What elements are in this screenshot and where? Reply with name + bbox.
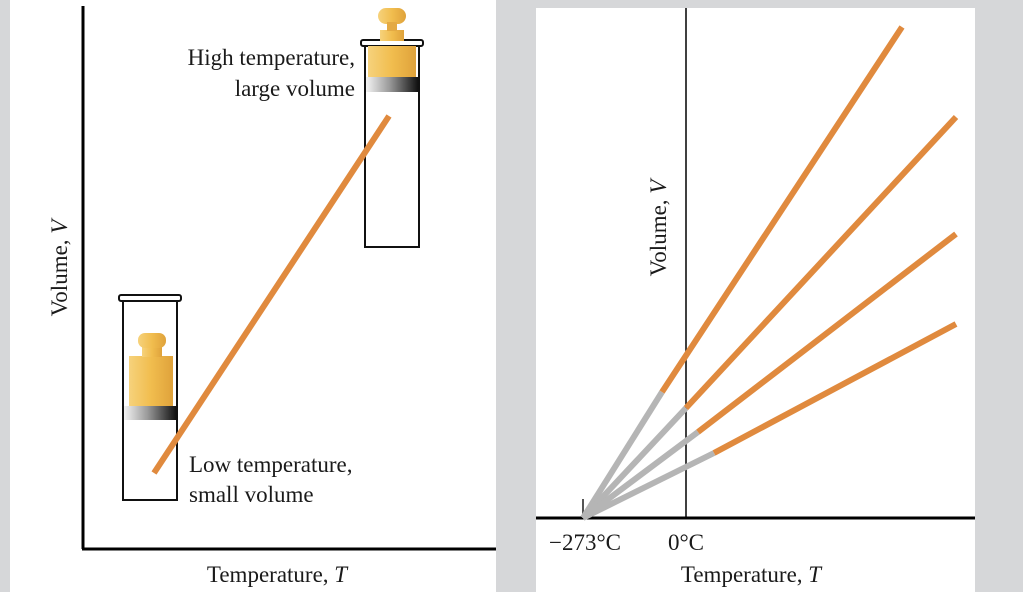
x-axis-symbol: T	[334, 562, 349, 587]
low-temperature-cylinder	[118, 294, 182, 501]
y-axis-label-text: Volume,	[646, 199, 671, 276]
y-axis-symbol: V	[646, 177, 671, 194]
annotation-high-line1: High temperature,	[188, 45, 355, 70]
weight-knob	[138, 333, 166, 348]
x-axis-symbol: T	[808, 562, 823, 587]
piston	[124, 406, 176, 420]
tick-label-absolute-zero: −273°C	[549, 530, 621, 555]
weight-block	[368, 46, 416, 77]
weight-stem	[387, 22, 397, 31]
high-temperature-cylinder	[360, 8, 424, 248]
weight-neck	[142, 346, 162, 357]
weight-knob	[378, 8, 406, 24]
piston	[366, 77, 418, 92]
gas-line-2	[683, 114, 959, 411]
weight-block	[129, 356, 173, 407]
right-diagram: −273°C 0°C Volume, V Temperature, T	[536, 8, 975, 587]
volume-temperature-line	[151, 114, 392, 475]
right-panel: −273°C 0°C Volume, V Temperature, T	[536, 8, 975, 592]
annotation-low-line2: small volume	[189, 482, 314, 507]
annotation-high-line2: large volume	[235, 76, 355, 101]
cylinder-rim	[118, 294, 182, 302]
measured-lines	[659, 25, 959, 456]
weight-neck	[380, 30, 404, 41]
tick-label-zero: 0°C	[668, 530, 704, 555]
left-diagram: High temperature, large volume Low tempe…	[47, 6, 496, 587]
left-panel: High temperature, large volume Low tempe…	[10, 0, 496, 592]
extrapolation-line-1	[580, 390, 665, 520]
gas-line-4	[712, 321, 958, 456]
y-axis-label: Volume, V	[47, 217, 72, 317]
y-axis-label: Volume, V	[646, 177, 671, 277]
gas-line-1	[659, 25, 905, 394]
gas-line-3	[696, 231, 958, 435]
x-axis-label: Temperature, T	[681, 562, 823, 587]
extrapolation-line-4	[581, 450, 716, 521]
y-axis-label-text: Volume,	[47, 239, 72, 316]
extrapolation-line-3	[581, 429, 700, 521]
extrapolation-lines	[580, 390, 716, 521]
y-axis-symbol: V	[47, 217, 72, 234]
x-axis-label-text: Temperature,	[207, 562, 329, 587]
annotation-low-line1: Low temperature,	[189, 452, 352, 477]
x-axis-label-text: Temperature,	[681, 562, 803, 587]
extrapolation-line-2	[580, 405, 689, 521]
x-axis-label: Temperature, T	[207, 562, 349, 587]
